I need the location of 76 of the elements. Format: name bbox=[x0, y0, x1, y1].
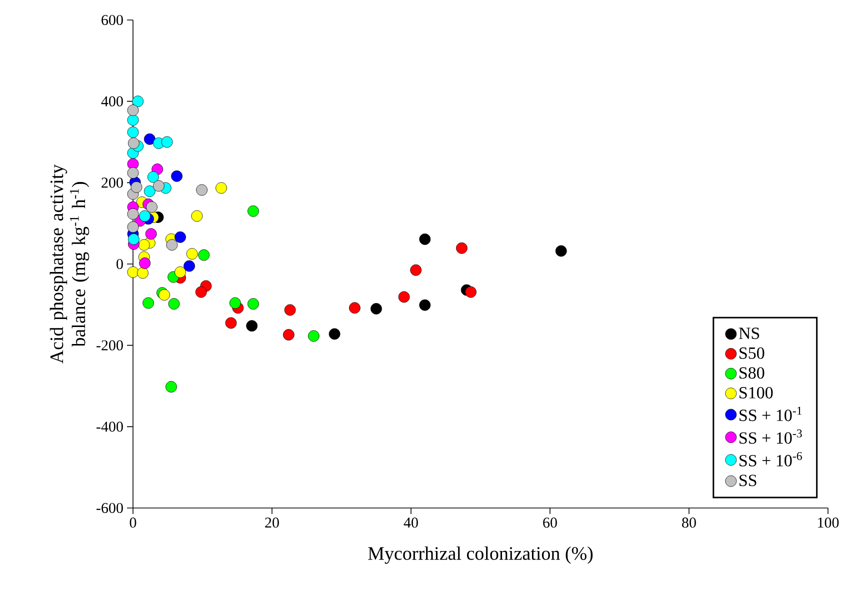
point bbox=[137, 267, 148, 279]
point bbox=[328, 328, 340, 340]
point bbox=[419, 233, 431, 245]
point bbox=[370, 303, 382, 314]
point bbox=[127, 104, 139, 116]
point bbox=[139, 257, 151, 269]
point bbox=[186, 248, 198, 260]
x-tick-label: 40 bbox=[404, 518, 418, 528]
point bbox=[128, 138, 140, 149]
point bbox=[419, 299, 431, 311]
point bbox=[161, 136, 173, 148]
y-tick-label: 600 bbox=[102, 14, 123, 26]
y-tick-label: 200 bbox=[102, 178, 123, 188]
x-tick-label: 60 bbox=[543, 518, 557, 528]
legend-label: SS + 10$^{-1}$ bbox=[740, 406, 802, 422]
point bbox=[168, 298, 180, 310]
y-tick-label: -200 bbox=[96, 340, 123, 350]
point bbox=[284, 304, 296, 316]
point bbox=[144, 133, 156, 145]
y-tick-label: -400 bbox=[96, 422, 123, 432]
point bbox=[248, 298, 259, 310]
point bbox=[127, 126, 139, 138]
point bbox=[166, 239, 178, 251]
point bbox=[174, 266, 186, 278]
point bbox=[127, 221, 139, 233]
point bbox=[349, 302, 360, 314]
point bbox=[132, 96, 144, 108]
legend-label: S50 bbox=[740, 347, 764, 359]
point bbox=[191, 210, 203, 222]
point bbox=[171, 170, 182, 182]
point bbox=[195, 286, 207, 298]
legend-label: S80 bbox=[740, 367, 764, 379]
point bbox=[308, 330, 320, 342]
legend-label: NS bbox=[738, 328, 760, 340]
point bbox=[127, 208, 139, 220]
point bbox=[216, 182, 227, 194]
legend-label: S100 bbox=[740, 387, 773, 398]
point bbox=[184, 260, 195, 272]
x-tick-label: 100 bbox=[818, 518, 839, 528]
y-tick-label: 0 bbox=[116, 258, 123, 270]
point bbox=[153, 180, 164, 192]
point bbox=[465, 286, 476, 298]
point bbox=[139, 210, 151, 222]
point bbox=[127, 167, 139, 179]
point bbox=[229, 297, 241, 309]
point bbox=[145, 228, 157, 240]
point bbox=[128, 233, 140, 245]
x-tick-label: 20 bbox=[265, 518, 279, 528]
y-tick-label: -600 bbox=[96, 502, 123, 514]
point bbox=[246, 320, 258, 332]
x-axis-title: Mycorrhizal colonization (%) bbox=[368, 546, 593, 564]
point bbox=[138, 239, 150, 251]
point bbox=[146, 201, 158, 213]
y-tick-label: 400 bbox=[101, 96, 123, 106]
point bbox=[144, 186, 156, 197]
point bbox=[166, 381, 177, 393]
x-tick-label: 0 bbox=[130, 518, 136, 528]
point bbox=[456, 242, 468, 254]
point bbox=[398, 291, 410, 303]
legend-label: SS + 10$^{-3}$ bbox=[740, 429, 802, 444]
point bbox=[282, 329, 294, 340]
point bbox=[198, 249, 210, 261]
point bbox=[130, 181, 142, 193]
x-tick-label: 80 bbox=[682, 518, 696, 528]
point bbox=[174, 231, 186, 243]
point bbox=[147, 171, 159, 183]
point bbox=[196, 184, 208, 196]
point bbox=[142, 297, 154, 309]
point bbox=[410, 264, 422, 276]
point bbox=[555, 245, 567, 257]
point bbox=[127, 266, 139, 278]
point bbox=[248, 205, 259, 217]
point bbox=[127, 114, 139, 126]
point bbox=[225, 317, 237, 329]
legend-label: SS bbox=[740, 474, 756, 486]
legend-label: SS + 10$^{-6}$ bbox=[740, 452, 802, 466]
